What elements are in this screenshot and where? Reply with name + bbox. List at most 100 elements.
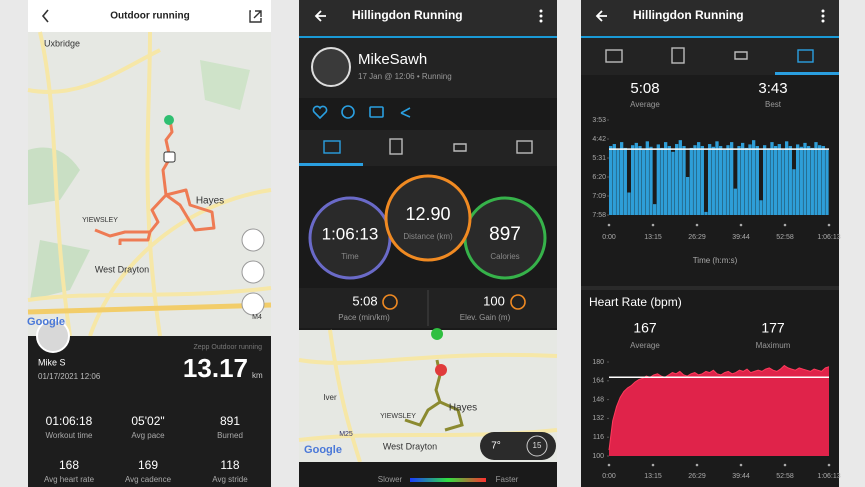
y-tick-label: 7:09 xyxy=(592,193,606,200)
menu-button[interactable] xyxy=(821,9,825,23)
pace-bar xyxy=(733,188,737,215)
pace-bar xyxy=(671,151,675,215)
y-tick-label: 180 xyxy=(592,359,604,366)
pace-bar xyxy=(715,141,719,215)
legend-faster: Faster xyxy=(496,475,519,484)
overview-tab[interactable] xyxy=(323,140,341,154)
title: Hillingdon Running xyxy=(633,8,744,22)
stats-tab[interactable] xyxy=(389,138,403,155)
x-tick-dot xyxy=(739,463,743,467)
pace-bar xyxy=(748,144,752,215)
x-tick-label: 1:06:13 xyxy=(817,473,840,480)
map-label: M25 xyxy=(339,431,353,438)
pace-bar xyxy=(785,141,789,215)
pace-bar xyxy=(730,142,734,215)
topbar-accent xyxy=(581,36,839,38)
share-button[interactable] xyxy=(400,107,411,118)
menu-button[interactable] xyxy=(539,9,543,23)
stat-value: 05'02" xyxy=(131,414,164,428)
pace-bar xyxy=(678,140,682,215)
stat-value: 01:06:18 xyxy=(46,414,93,428)
map-label: Uxbridge xyxy=(44,38,80,48)
like-button[interactable] xyxy=(312,105,328,120)
route-button[interactable] xyxy=(241,260,265,284)
zepp-topbar xyxy=(28,0,271,32)
distance-unit: km xyxy=(252,371,263,380)
average-pace: 5:08 xyxy=(630,80,659,97)
x-tick-label: 39:44 xyxy=(732,234,750,241)
stat-label: Avg pace xyxy=(131,431,165,440)
map-label: YIEWSLEY xyxy=(380,413,416,420)
circle-label: Distance (km) xyxy=(403,232,453,241)
pace-bar xyxy=(660,147,664,215)
comment-button[interactable] xyxy=(341,105,355,119)
pace-bar xyxy=(656,144,660,215)
charts-tab[interactable] xyxy=(516,140,533,154)
tabs[interactable] xyxy=(605,47,814,64)
x-tick-label: 0:00 xyxy=(602,473,616,480)
pace-bar xyxy=(726,145,730,215)
stats-tab[interactable] xyxy=(671,47,685,64)
view-button[interactable] xyxy=(241,292,265,316)
y-tick-label: 4:42 xyxy=(592,136,606,143)
source: Zepp Outdoor running xyxy=(194,344,263,351)
back-button[interactable] xyxy=(595,10,607,22)
x-tick-label: 1:06:13 xyxy=(817,234,840,241)
y-tick-label: 5:31 xyxy=(592,155,606,162)
pace-icon xyxy=(382,294,398,310)
stat-value: 168 xyxy=(59,458,79,472)
pace-bar xyxy=(634,142,638,215)
y-tick-label: 148 xyxy=(592,396,604,403)
x-tick-dot xyxy=(607,463,611,467)
map-label: Hayes xyxy=(196,196,224,207)
laps-tab[interactable] xyxy=(453,143,467,152)
overview-tab[interactable] xyxy=(605,49,623,63)
pace-bar xyxy=(609,145,613,215)
pace-bar xyxy=(711,146,715,215)
pace-bar xyxy=(744,147,748,215)
share-button[interactable] xyxy=(249,10,262,23)
pace-bar xyxy=(682,145,686,215)
x-tick-label: 0:00 xyxy=(602,234,616,241)
topbar xyxy=(581,0,839,36)
topbar xyxy=(299,0,557,36)
x-tick-label: 39:44 xyxy=(732,473,750,480)
y-tick-label: 116 xyxy=(593,434,604,441)
back-button[interactable] xyxy=(41,9,49,23)
tabs[interactable] xyxy=(323,138,533,155)
topbar-accent xyxy=(299,36,557,38)
stat-value: 169 xyxy=(138,458,158,472)
weather-pill xyxy=(480,432,556,460)
layer-button[interactable] xyxy=(241,228,265,252)
average-hr: 167 xyxy=(633,320,657,336)
map-controls[interactable] xyxy=(241,228,265,316)
avatar xyxy=(311,47,351,87)
metric-value: 100 xyxy=(483,293,505,308)
circle-value: 1:06:13 xyxy=(322,224,379,243)
x-tick-label: 13:15 xyxy=(644,234,662,241)
x-axis-label: Time (h:m:s) xyxy=(693,256,738,265)
charts-tab[interactable] xyxy=(797,49,814,63)
photo-button[interactable] xyxy=(369,106,384,118)
pace-bar xyxy=(667,145,671,215)
average-label: Average xyxy=(630,341,660,350)
pace-bar xyxy=(616,149,620,215)
pace-bar xyxy=(759,200,763,215)
garmin-map xyxy=(298,328,558,463)
map-label: M4 xyxy=(252,314,262,321)
laps-tab[interactable] xyxy=(734,51,748,60)
x-tick-label: 26:29 xyxy=(688,234,706,241)
x-tick-dot xyxy=(827,463,831,467)
pace-bar xyxy=(664,142,668,215)
circle-value: 12.90 xyxy=(405,204,450,224)
title: Hillingdon Running xyxy=(352,8,463,22)
hr-area-fill xyxy=(609,365,829,456)
metric-value: 5:08 xyxy=(352,293,377,308)
pace-bar xyxy=(781,149,785,215)
social-actions[interactable] xyxy=(312,105,411,120)
pace-bar xyxy=(649,146,653,215)
back-button[interactable] xyxy=(314,10,326,22)
subtitle: 17 Jan @ 12:06 • Running xyxy=(358,72,452,81)
map-label: Google xyxy=(304,444,342,456)
